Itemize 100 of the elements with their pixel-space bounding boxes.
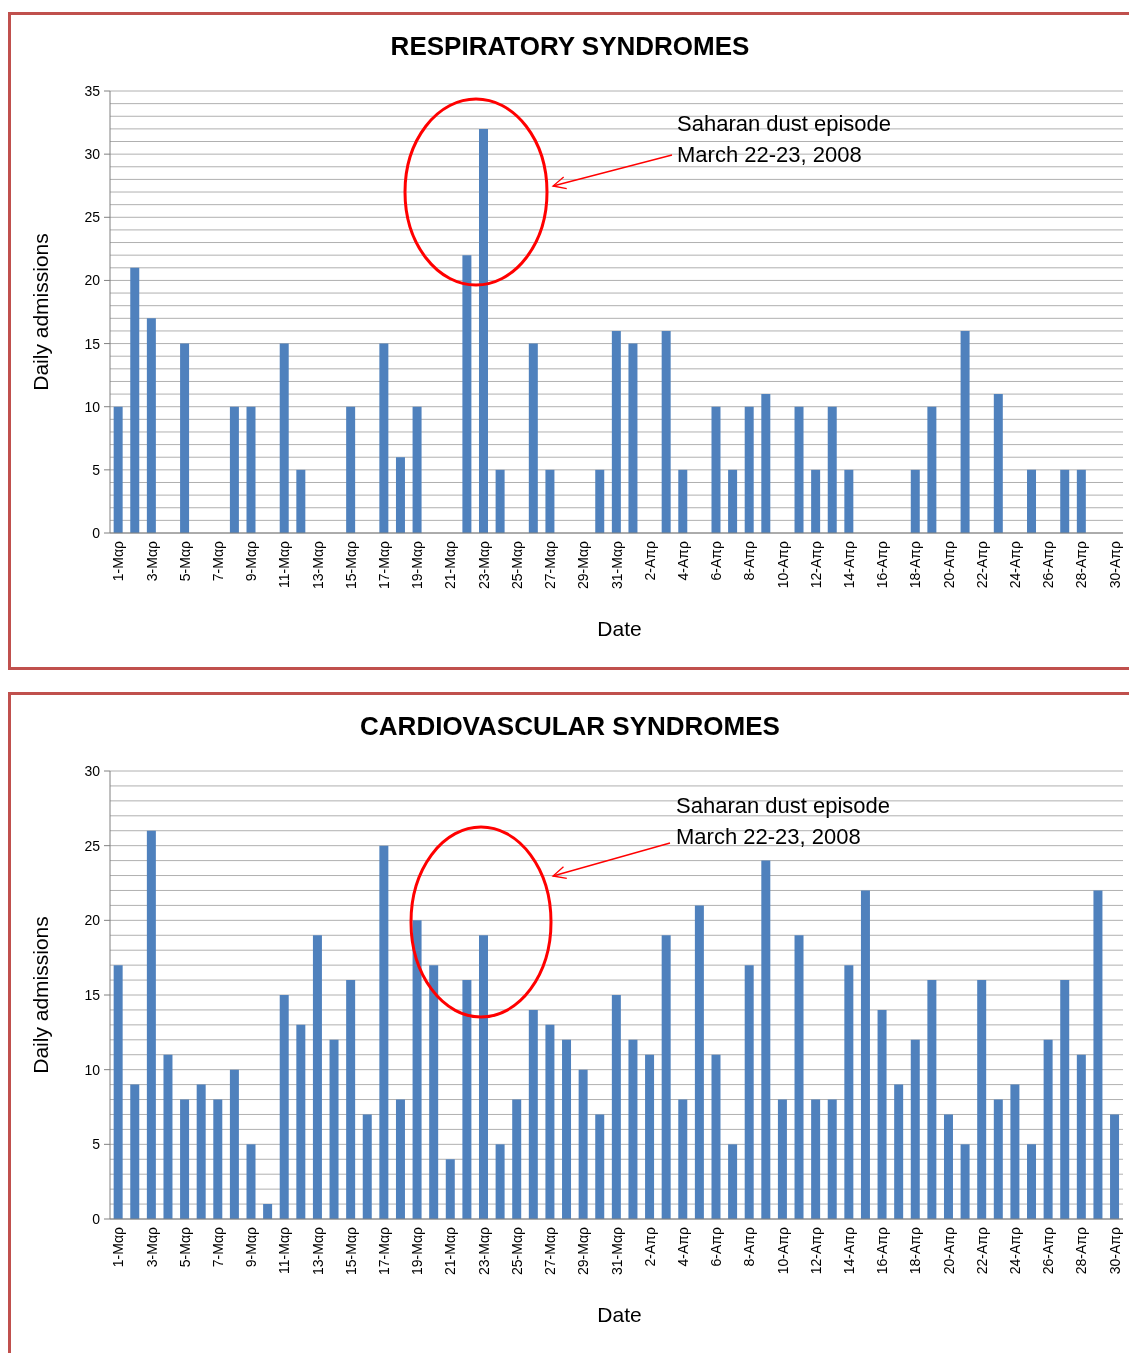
bar <box>279 343 289 533</box>
bar <box>263 1204 273 1219</box>
bar <box>794 935 804 1219</box>
chart-title: CARDIOVASCULAR SYNDROMES <box>359 711 781 742</box>
bar <box>844 469 854 533</box>
x-tick-label: 28-Απρ <box>1073 540 1090 589</box>
x-tick-label: 7-Μαρ <box>209 1226 226 1268</box>
bar <box>661 330 671 533</box>
bar <box>296 1024 306 1219</box>
bar <box>495 469 505 533</box>
bar <box>296 469 306 533</box>
bar <box>312 935 322 1219</box>
bar <box>180 343 190 533</box>
bar <box>993 1099 1003 1219</box>
x-tick-label: 30-Απρ <box>1106 1226 1123 1275</box>
x-tick-label: 23-Μαρ <box>475 1226 492 1275</box>
annotation: March 22-23, 2008 <box>676 824 861 850</box>
x-tick-label: 16-Απρ <box>874 1226 891 1275</box>
y-tick-label: 5 <box>92 461 101 478</box>
x-tick-label: 12-Απρ <box>807 540 824 589</box>
x-tick-label: 12-Απρ <box>807 1226 824 1275</box>
bar <box>761 394 771 533</box>
x-tick-label: 3-Μαρ <box>143 1226 160 1268</box>
x-tick-label: 5-Μαρ <box>176 540 193 582</box>
y-tick-label: 10 <box>84 398 101 415</box>
bar <box>894 1084 904 1219</box>
x-tick-label: 5-Μαρ <box>176 1226 193 1268</box>
bar <box>229 406 239 533</box>
bar <box>429 965 439 1219</box>
x-tick-label: 23-Μαρ <box>475 540 492 589</box>
x-tick-label: 18-Απρ <box>907 540 924 589</box>
bar <box>744 406 754 533</box>
bar <box>213 1099 223 1219</box>
bar <box>777 1099 787 1219</box>
bar <box>960 330 970 533</box>
x-tick-label: 22-Απρ <box>973 1226 990 1275</box>
bar <box>595 1114 605 1219</box>
bar <box>130 1084 140 1219</box>
bar <box>1043 1039 1053 1219</box>
x-tick-label: 1-Μαρ <box>110 540 127 582</box>
x-tick-label: 16-Απρ <box>874 540 891 589</box>
x-tick-label: 13-Μαρ <box>309 540 326 589</box>
y-tick-label: 0 <box>92 1211 101 1227</box>
x-tick-label: 24-Απρ <box>1007 1226 1024 1275</box>
x-tick-label: 14-Απρ <box>840 540 857 589</box>
chart-title: RESPIRATORY SYNDROMES <box>389 31 751 62</box>
bar <box>462 980 472 1219</box>
annotation: Saharan dust episode <box>677 111 892 137</box>
bar <box>993 394 1003 533</box>
x-tick-label: 19-Μαρ <box>409 540 426 589</box>
bar <box>379 845 389 1219</box>
bar <box>877 1009 887 1219</box>
x-tick-label: 15-Μαρ <box>342 1226 359 1275</box>
bar <box>196 1084 206 1219</box>
bar <box>113 965 123 1219</box>
x-tick-label: 28-Απρ <box>1073 1226 1090 1275</box>
y-tick-label: 20 <box>84 272 101 289</box>
bar <box>346 980 356 1219</box>
bar <box>844 965 854 1219</box>
y-tick-label: 30 <box>84 763 101 779</box>
bar <box>611 330 621 533</box>
bar <box>910 1039 920 1219</box>
bar <box>362 1114 372 1219</box>
x-tick-label: 2-Απρ <box>641 1226 658 1267</box>
bar <box>728 469 738 533</box>
bar <box>346 406 356 533</box>
x-tick-label: 29-Μαρ <box>575 1226 592 1275</box>
bar <box>495 1144 505 1219</box>
bar <box>1027 1144 1037 1219</box>
x-tick-label: 20-Απρ <box>940 1226 957 1275</box>
bar <box>246 406 256 533</box>
bar <box>163 1054 173 1219</box>
x-tick-label: 4-Απρ <box>674 540 691 581</box>
y-tick-label: 10 <box>84 1061 101 1078</box>
x-tick-label: 17-Μαρ <box>376 540 393 589</box>
x-tick-label: 13-Μαρ <box>309 1226 326 1275</box>
annotation: March 22-23, 2008 <box>677 142 862 168</box>
bar <box>279 995 289 1219</box>
x-tick-label: 11-Μαρ <box>276 1226 293 1274</box>
bar <box>528 343 538 533</box>
x-tick-label: 25-Μαρ <box>508 540 525 589</box>
bar <box>180 1099 190 1219</box>
bar <box>545 469 555 533</box>
bar <box>1110 1114 1120 1219</box>
y-tick-label: 5 <box>92 1136 101 1153</box>
x-tick-label: 21-Μαρ <box>442 1226 459 1275</box>
x-tick-label: 27-Μαρ <box>542 540 559 589</box>
x-tick-label: 21-Μαρ <box>442 540 459 589</box>
bar <box>1010 1084 1020 1219</box>
bar <box>678 1099 688 1219</box>
bar <box>1076 469 1086 533</box>
bar <box>1093 890 1103 1219</box>
y-axis-title: Daily admissions <box>29 233 53 391</box>
x-axis-title: Date <box>596 1303 643 1327</box>
x-tick-label: 14-Απρ <box>840 1226 857 1275</box>
bar <box>445 1159 455 1219</box>
y-tick-label: 15 <box>84 987 101 1003</box>
y-tick-label: 15 <box>84 335 101 352</box>
annotation: Saharan dust episode <box>676 793 891 819</box>
x-tick-label: 19-Μαρ <box>409 1226 426 1275</box>
